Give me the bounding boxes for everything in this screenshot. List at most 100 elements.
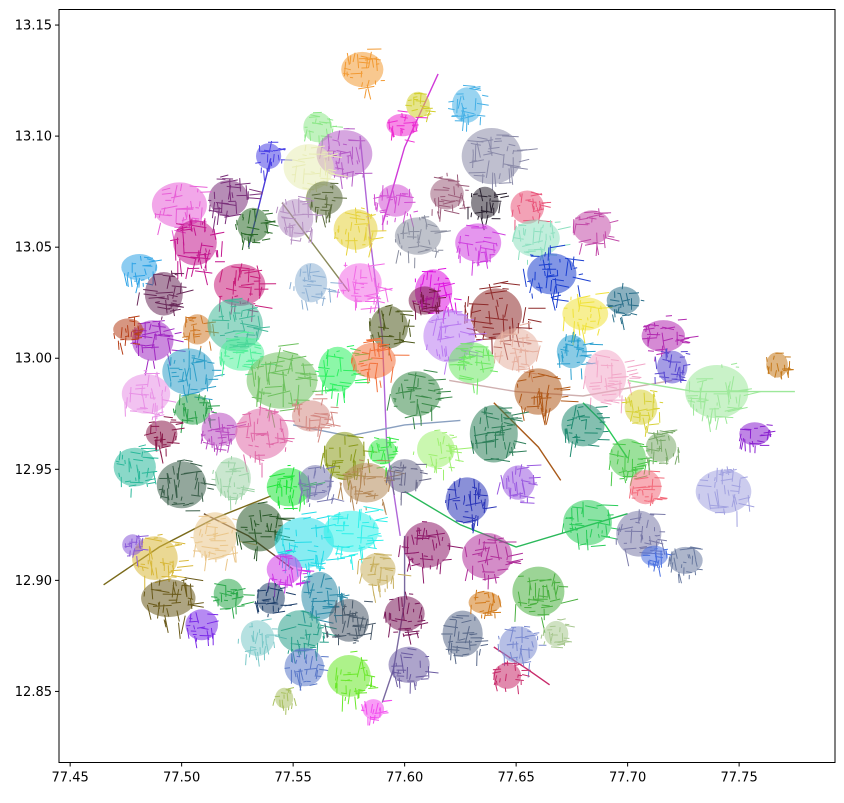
ward-fill-78 <box>342 462 391 503</box>
ward-streets-67 <box>412 429 473 481</box>
ward-streets-109 <box>540 618 575 649</box>
ward-fill-1 <box>452 87 483 123</box>
ward-fill-69 <box>561 403 605 447</box>
ward-network-50 <box>448 342 498 395</box>
y-tick-label: 13.10 <box>15 130 52 145</box>
ward-fill-83 <box>616 510 662 557</box>
ward-fill-112 <box>388 646 430 683</box>
ward-network-58 <box>172 393 220 434</box>
ward-network-68 <box>469 405 529 463</box>
ward-network-4 <box>303 111 344 149</box>
ward-streets-14 <box>467 187 510 231</box>
ward-fill-70 <box>609 438 646 478</box>
ward-streets-68 <box>470 406 529 462</box>
ward-network-61 <box>156 459 217 512</box>
ward-network-67 <box>412 429 473 481</box>
ward-network-71 <box>645 429 680 471</box>
ward-streets-71 <box>646 429 680 471</box>
ward-streets-17 <box>275 195 323 245</box>
ward-network-51 <box>514 368 579 426</box>
ward-network-84 <box>667 546 703 584</box>
ward-network-37 <box>493 322 543 383</box>
ward-network-77 <box>298 464 345 507</box>
ward-streets-112 <box>391 648 439 694</box>
ward-network-103 <box>277 610 339 664</box>
ward-streets-50 <box>449 343 498 395</box>
ward-fill-67 <box>417 430 455 468</box>
ward-streets-2 <box>405 92 436 123</box>
ward-streets-87 <box>124 534 149 567</box>
ward-streets-92 <box>327 506 389 571</box>
ward-fill-93 <box>403 521 451 568</box>
ward-network-109 <box>540 618 575 649</box>
ward-network-36 <box>556 331 604 380</box>
ward-network-110 <box>284 647 329 691</box>
ward-fill-36 <box>556 335 588 369</box>
ward-network-104 <box>324 598 376 646</box>
ward-fill-27 <box>294 263 328 303</box>
ward-fill-68 <box>469 405 518 463</box>
ward-streets-54 <box>686 362 761 433</box>
ward-network-72 <box>695 466 755 527</box>
ward-streets-61 <box>158 459 217 512</box>
ward-streets-82 <box>561 501 621 551</box>
ward-network-28 <box>336 262 393 314</box>
ward-streets-33 <box>562 292 613 346</box>
ward-streets-93 <box>398 521 464 584</box>
ward-network-99 <box>185 609 219 649</box>
x-tick-label: 77.45 <box>52 771 89 786</box>
ward-fill-99 <box>185 609 218 641</box>
ward-streets-80 <box>445 477 497 534</box>
ward-network-10 <box>430 172 471 222</box>
ward-network-57 <box>121 369 177 432</box>
ward-fill-21 <box>512 219 560 258</box>
ward-network-79 <box>385 459 432 506</box>
ward-fill-92 <box>323 510 379 553</box>
x-tick-label: 77.65 <box>498 771 535 786</box>
ward-streets-83 <box>615 509 667 567</box>
ward-network-100 <box>211 578 255 619</box>
ward-network-18 <box>333 207 387 258</box>
ward-streets-100 <box>211 583 255 619</box>
road-line-7 <box>381 535 406 703</box>
ward-network-23 <box>170 214 225 286</box>
ward-network-82 <box>561 499 621 551</box>
ward-fill-33 <box>562 297 609 331</box>
ward-streets-77 <box>298 464 345 507</box>
ward-network-75 <box>211 455 255 511</box>
ward-network-92 <box>323 506 389 571</box>
ward-streets-25 <box>136 270 194 320</box>
ward-network-34 <box>606 282 645 331</box>
ward-network-52 <box>582 349 646 414</box>
ward-network-114 <box>272 687 297 715</box>
ward-network-14 <box>467 186 510 231</box>
ward-network-17 <box>275 195 323 245</box>
ward-fill-108 <box>499 626 538 664</box>
ward-fill-84 <box>668 546 703 574</box>
ward-streets-1 <box>448 84 489 132</box>
ward-network-87 <box>122 534 149 567</box>
ward-network-19 <box>394 215 451 269</box>
road-line-2 <box>103 495 272 586</box>
ward-fill-48 <box>351 342 396 379</box>
ward-network-73 <box>738 422 776 454</box>
ward-streets-18 <box>334 207 387 258</box>
ward-streets-36 <box>556 331 604 380</box>
ward-network-113 <box>492 660 531 695</box>
ward-network-39 <box>408 286 447 320</box>
ward-network-111 <box>327 650 379 712</box>
ward-fill-96 <box>266 553 302 585</box>
ward-streets-64 <box>291 394 341 443</box>
ward-fill-45 <box>219 336 265 371</box>
ward-streets-114 <box>272 687 297 715</box>
ward-streets-27 <box>289 263 344 311</box>
ward-streets-99 <box>186 612 219 649</box>
ward-streets-53 <box>654 348 691 384</box>
ward-network-60 <box>113 444 160 498</box>
ward-network-54 <box>685 362 761 433</box>
ward-streets-49 <box>386 369 453 430</box>
ward-fill-56 <box>624 389 658 425</box>
ward-network-33 <box>562 292 613 346</box>
ward-network-48 <box>350 337 410 393</box>
